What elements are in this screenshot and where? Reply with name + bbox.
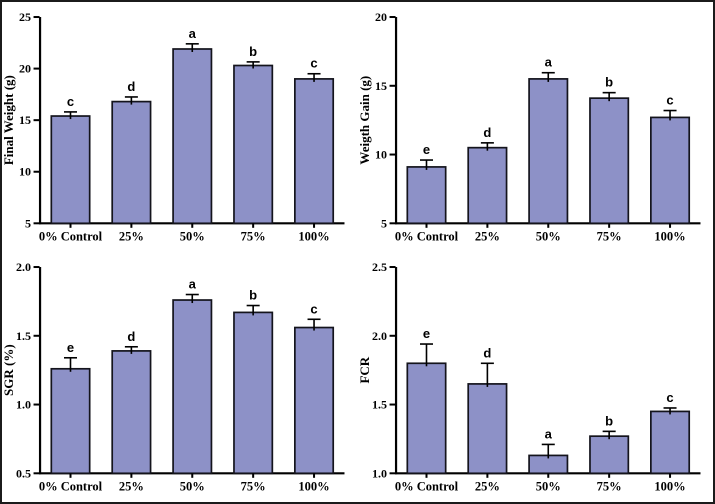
bar <box>50 115 91 225</box>
y-axis-title: Final Weight (g) <box>2 75 16 165</box>
chart-cell-fcr: 1.0 1.5 2.0 2.5 FCR e 0% Control d 25% a 50% b 75% c 1… <box>358 252 714 502</box>
x-category-label: 25% <box>474 480 499 494</box>
y-tick-label: 1.0 <box>372 467 387 481</box>
bar <box>111 100 152 225</box>
significance-letter: d <box>127 79 135 94</box>
x-category-label: 100% <box>654 229 685 243</box>
y-tick-label: 5 <box>25 216 31 230</box>
x-category-label: 75% <box>241 480 266 494</box>
x-category-label: 50% <box>535 480 560 494</box>
x-category-label: 50% <box>535 229 560 243</box>
significance-letter: d <box>483 346 491 361</box>
bar <box>405 362 447 475</box>
y-tick-label: 10 <box>19 165 31 179</box>
x-category-label: 100% <box>298 229 329 243</box>
bar <box>233 311 274 475</box>
x-category-label: 0% Control <box>394 229 458 243</box>
y-tick-label: 1.0 <box>16 398 31 412</box>
significance-letter: c <box>310 56 317 71</box>
y-tick-label: 2.0 <box>16 260 31 274</box>
significance-letter: c <box>666 93 673 108</box>
significance-letter: a <box>189 26 197 41</box>
y-tick-label: 2.0 <box>372 329 387 343</box>
x-category-label: 100% <box>298 480 329 494</box>
bar <box>588 435 629 475</box>
bar <box>294 78 335 225</box>
bar <box>649 116 690 225</box>
x-category-label: 0% Control <box>39 229 103 243</box>
y-tick-label: 15 <box>19 113 31 127</box>
chart-cell-final-weight: 5 10 15 20 25 Final Weight (g) c 0% Control d 25%… <box>2 2 358 252</box>
chart-cell-weight-gain: 5 10 15 20 Weigth Gain (g) e 0% Control d 25% a 50… <box>358 2 714 252</box>
bar <box>233 64 274 225</box>
bar <box>172 299 213 475</box>
bar <box>405 166 447 225</box>
significance-letter: e <box>422 326 429 341</box>
chart-weight-gain: 5 10 15 20 Weigth Gain (g) e 0% Control d 25% a 50… <box>358 10 700 243</box>
y-tick-label: 20 <box>375 10 387 24</box>
significance-letter: b <box>605 414 613 429</box>
x-category-label: 25% <box>474 229 499 243</box>
y-tick-label: 1.5 <box>372 398 387 412</box>
significance-letter: c <box>310 302 317 317</box>
x-category-label: 75% <box>241 229 266 243</box>
significance-letter: c <box>67 94 74 109</box>
y-tick-label: 0.5 <box>16 467 31 481</box>
significance-letter: a <box>189 277 197 292</box>
x-category-label: 25% <box>119 229 144 243</box>
significance-letter: c <box>666 390 673 405</box>
significance-letter: b <box>605 75 613 90</box>
chart-final-weight: 5 10 15 20 25 Final Weight (g) c 0% Control d 25%… <box>2 10 345 243</box>
bar <box>588 97 629 225</box>
significance-letter: d <box>483 125 491 140</box>
x-category-label: 50% <box>180 229 205 243</box>
bar <box>172 48 213 225</box>
y-tick-label: 1.5 <box>16 329 31 343</box>
x-category-label: 25% <box>119 480 144 494</box>
x-category-label: 0% Control <box>39 480 103 494</box>
bar <box>527 78 568 225</box>
significance-letter: e <box>422 142 429 157</box>
chart-cell-sgr: 0.5 1.0 1.5 2.0 SGR (%) e 0% Control d 25% a 50% b 7… <box>2 252 358 502</box>
y-tick-label: 2.5 <box>372 260 387 274</box>
significance-letter: b <box>249 288 257 303</box>
bar <box>111 350 152 475</box>
significance-letter: a <box>544 427 552 442</box>
y-tick-label: 20 <box>19 62 31 76</box>
x-category-label: 100% <box>654 480 685 494</box>
y-tick-label: 25 <box>19 10 31 24</box>
y-tick-label: 5 <box>381 216 387 230</box>
x-category-label: 0% Control <box>394 480 458 494</box>
y-axis-title: Weigth Gain (g) <box>358 76 372 165</box>
y-axis-title: FCR <box>358 357 372 384</box>
significance-letter: b <box>249 44 257 59</box>
significance-letter: a <box>544 55 552 70</box>
x-category-label: 75% <box>596 480 621 494</box>
y-axis-title: SGR (%) <box>2 345 16 397</box>
y-tick-label: 10 <box>375 148 387 162</box>
significance-letter: e <box>67 340 74 355</box>
bar <box>294 327 335 475</box>
y-tick-label: 15 <box>375 79 387 93</box>
bar <box>649 410 690 475</box>
bar <box>466 383 507 475</box>
bar <box>50 368 91 475</box>
chart-sgr: 0.5 1.0 1.5 2.0 SGR (%) e 0% Control d 25% a 50% b 7… <box>2 260 345 494</box>
bar <box>466 146 507 225</box>
x-category-label: 75% <box>596 229 621 243</box>
chart-fcr: 1.0 1.5 2.0 2.5 FCR e 0% Control d 25% a 50% b 75% c 1… <box>358 260 700 494</box>
significance-letter: d <box>127 329 135 344</box>
x-category-label: 50% <box>180 480 205 494</box>
